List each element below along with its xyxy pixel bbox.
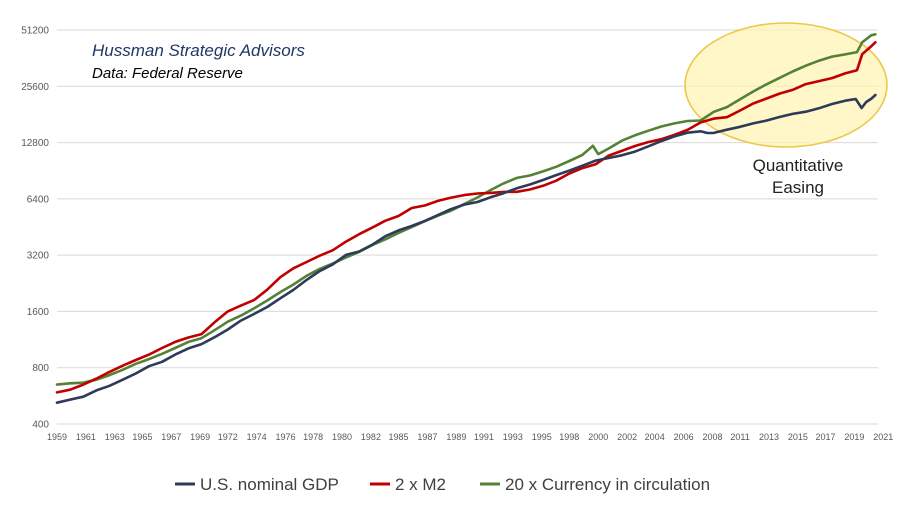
source-title: Hussman Strategic Advisors [92, 41, 305, 60]
x-tick-label: 1967 [161, 432, 181, 442]
x-tick-label: 1972 [218, 432, 238, 442]
series-line-0 [55, 93, 877, 405]
y-tick-label: 12800 [21, 138, 49, 149]
qe-annotation-line2: Easing [772, 178, 824, 197]
y-tick-label: 400 [32, 420, 49, 431]
x-tick-label: 1982 [361, 432, 381, 442]
y-tick-label: 3200 [27, 251, 50, 262]
gridlines [57, 29, 878, 425]
legend-label: 20 x Currency in circulation [505, 475, 710, 494]
x-axis-ticks: 1959 1961 1963 1965 1967 1969 1972 1974 1976 1978… [47, 432, 893, 442]
legend: U.S. nominal GDP 2 x M2 20 x Currency in c… [175, 475, 710, 494]
legend-label: U.S. nominal GDP [200, 475, 339, 494]
series-lines [55, 33, 877, 405]
qe-annotation-line1: Quantitative [753, 156, 844, 175]
source-note: Data: Federal Reserve [92, 65, 243, 82]
x-tick-label: 2008 [702, 432, 722, 442]
y-tick-label: 1600 [27, 307, 50, 318]
x-tick-label: 1961 [76, 432, 96, 442]
x-tick-label: 1991 [474, 432, 494, 442]
x-tick-label: 1998 [559, 432, 579, 442]
x-tick-label: 2017 [815, 432, 835, 442]
x-tick-label: 1980 [332, 432, 352, 442]
y-axis-ticks: 400 800 1600 3200 6400 12800 25600 51200 [21, 26, 49, 431]
x-tick-label: 1959 [47, 432, 67, 442]
x-tick-label: 2000 [588, 432, 608, 442]
x-tick-label: 1963 [105, 432, 125, 442]
x-tick-label: 1995 [532, 432, 552, 442]
x-tick-label: 2006 [674, 432, 694, 442]
x-tick-label: 2019 [844, 432, 864, 442]
qe-highlight-ellipse [684, 22, 888, 148]
x-tick-label: 1989 [446, 432, 466, 442]
x-tick-label: 2002 [617, 432, 637, 442]
x-tick-label: 2011 [730, 432, 749, 442]
x-tick-label: 1978 [303, 432, 323, 442]
x-tick-label: 1985 [389, 432, 409, 442]
x-tick-label: 1974 [247, 432, 267, 442]
y-tick-label: 6400 [27, 194, 50, 205]
x-tick-label: 2015 [788, 432, 808, 442]
y-tick-label: 51200 [21, 26, 49, 37]
x-tick-label: 2004 [645, 432, 665, 442]
x-tick-label: 1965 [132, 432, 152, 442]
x-tick-label: 1987 [417, 432, 437, 442]
series-line-1 [55, 40, 877, 394]
x-tick-label: 2021 [873, 432, 893, 442]
y-tick-label: 25600 [21, 82, 49, 93]
x-tick-label: 1976 [276, 432, 296, 442]
x-tick-label: 2013 [759, 432, 779, 442]
x-tick-label: 1969 [190, 432, 210, 442]
legend-label: 2 x M2 [395, 475, 446, 494]
x-tick-label: 1993 [503, 432, 523, 442]
y-tick-label: 800 [32, 363, 49, 374]
